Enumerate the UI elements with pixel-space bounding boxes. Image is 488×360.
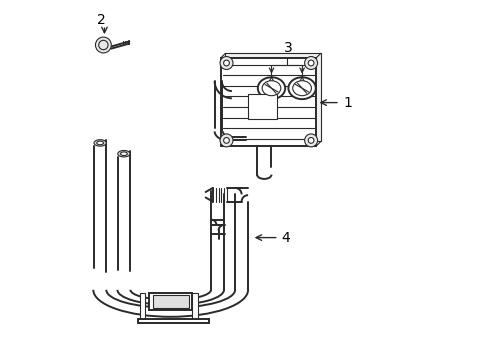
Bar [149,293,192,310]
Ellipse shape [262,81,280,96]
Circle shape [220,134,232,147]
Circle shape [307,138,313,143]
Bar [140,293,145,320]
Ellipse shape [288,77,315,99]
Circle shape [304,134,317,147]
Ellipse shape [118,150,130,157]
Circle shape [304,57,317,69]
Bar [221,58,316,146]
Circle shape [223,138,229,143]
Text: 2: 2 [97,13,105,27]
Circle shape [95,37,111,53]
Bar [247,94,276,119]
Ellipse shape [120,152,127,156]
Circle shape [223,60,229,66]
Ellipse shape [94,140,106,146]
Ellipse shape [97,141,103,145]
Bar [225,53,320,141]
Ellipse shape [292,81,311,96]
Text: 4: 4 [281,231,289,244]
Ellipse shape [257,77,285,99]
Circle shape [220,57,232,69]
Bar [152,295,188,308]
Text: 1: 1 [343,96,352,109]
Circle shape [307,60,313,66]
Bar [192,293,197,320]
Bar [138,319,208,323]
Text: 3: 3 [284,41,292,55]
